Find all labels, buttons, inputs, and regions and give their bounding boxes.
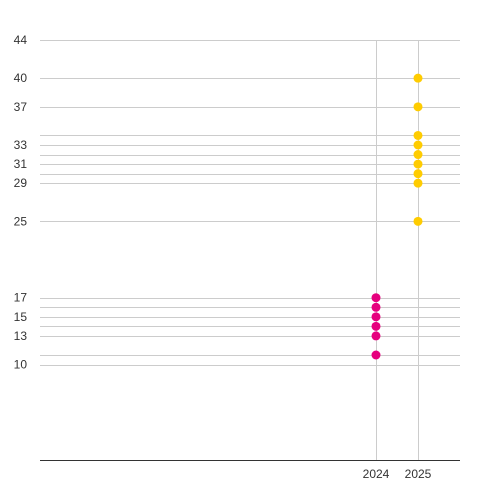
- data-point-series-2: [413, 150, 423, 160]
- y-tick-label: 15: [14, 310, 28, 324]
- y-tick-label: 25: [14, 214, 28, 228]
- y-tick-label: 40: [14, 71, 28, 85]
- data-point-series-2: [413, 178, 423, 188]
- data-point-series-1: [371, 331, 381, 341]
- data-point-series-1: [371, 321, 381, 331]
- y-gridlines: [40, 40, 460, 366]
- data-point-series-2: [413, 159, 423, 169]
- y-tick-label: 44: [14, 33, 28, 47]
- y-tick-label: 37: [14, 100, 28, 114]
- data-point-series-1: [371, 350, 381, 360]
- data-point-series-2: [413, 140, 423, 150]
- x-tick-label: 2024: [363, 467, 390, 481]
- y-tick-label: 17: [14, 291, 28, 305]
- x-gridlines: [376, 40, 419, 460]
- y-tick-label: 13: [14, 329, 28, 343]
- data-point-series-2: [413, 73, 423, 83]
- data-point-series-2: [413, 102, 423, 112]
- y-tick-labels: 10 13 15 17 25 29 31 33 37 40 44: [14, 33, 28, 372]
- y-tick-label: 31: [14, 157, 28, 171]
- data-point-series-1: [371, 312, 381, 322]
- data-point-series-1: [371, 302, 381, 312]
- data-point-series-2: [413, 216, 423, 226]
- data-point-series-2: [413, 130, 423, 140]
- y-tick-label: 33: [14, 138, 28, 152]
- y-tick-label: 29: [14, 176, 28, 190]
- data-point-series-2: [413, 169, 423, 179]
- y-tick-label: 10: [14, 358, 28, 372]
- x-tick-labels: 2024 2025: [363, 467, 432, 481]
- x-tick-label: 2025: [405, 467, 432, 481]
- data-point-series-1: [371, 293, 381, 303]
- data-points: [371, 73, 423, 360]
